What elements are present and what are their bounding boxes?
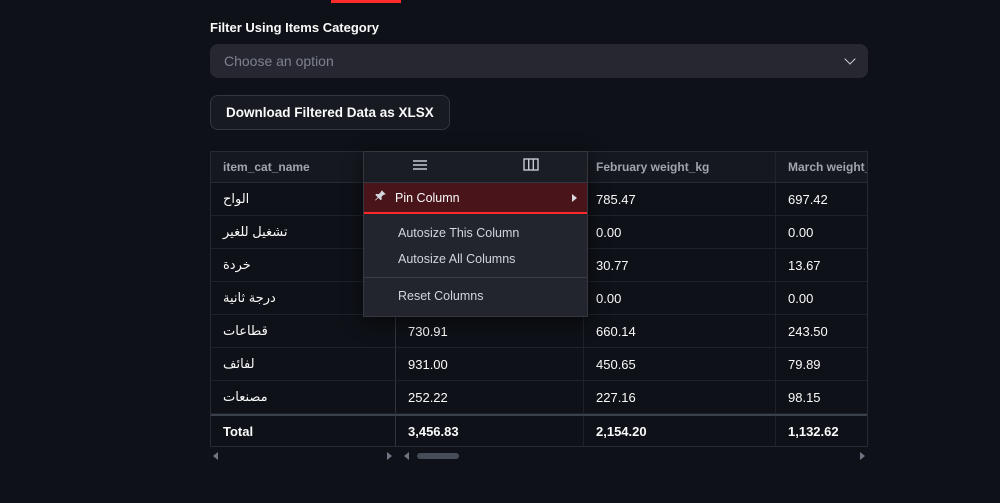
cell[interactable]: 79.89 <box>788 356 821 372</box>
cell[interactable]: 98.15 <box>788 389 821 405</box>
total-value: 3,456.83 <box>396 416 584 446</box>
total-label: Total <box>211 416 396 446</box>
chevron-down-icon <box>844 53 856 65</box>
cell[interactable]: لفائف <box>211 348 396 380</box>
filter-label: Filter Using Items Category <box>210 20 380 35</box>
cell[interactable]: 227.16 <box>584 381 776 413</box>
scroll-left-icon[interactable] <box>404 452 409 460</box>
menu-item-autosize-this-column[interactable]: Autosize This Column <box>398 226 520 240</box>
cell[interactable]: 13.67 <box>788 257 821 273</box>
scroll-left-icon[interactable] <box>213 452 218 460</box>
cell[interactable]: 730.91 <box>396 315 584 347</box>
columns-grid-icon <box>523 158 539 176</box>
menu-separator <box>364 277 587 278</box>
column-context-menu: Pin Column Autosize This Column Autosize… <box>363 151 588 317</box>
cell[interactable]: 0.00 <box>788 290 814 306</box>
column-header-february[interactable]: February weight_kg <box>584 152 776 182</box>
column-header-march[interactable]: March weight_kg <box>788 160 867 174</box>
context-menu-items: Autosize This Column Autosize All Column… <box>364 214 587 316</box>
cell[interactable]: 785.47 <box>584 183 776 215</box>
total-row: Total 3,456.83 2,154.20 1,132.62 <box>211 414 867 446</box>
cell[interactable]: 0.00 <box>584 282 776 314</box>
table-row[interactable]: قطاعات 730.91 660.14 243.50 <box>211 315 867 348</box>
menu-item-pin-column[interactable]: Pin Column <box>364 183 587 214</box>
cell[interactable]: 0.00 <box>584 216 776 248</box>
horizontal-scrollbars <box>210 449 868 463</box>
main-scrollbar[interactable] <box>401 449 868 463</box>
cell[interactable]: 243.50 <box>788 323 828 339</box>
cell[interactable]: 252.22 <box>396 381 584 413</box>
hamburger-menu-icon <box>412 158 428 176</box>
total-value: 1,132.62 <box>788 423 839 439</box>
cell[interactable]: قطاعات <box>211 315 396 347</box>
pinned-scrollbar[interactable] <box>210 449 395 463</box>
table-row[interactable]: مصنعات 252.22 227.16 98.15 <box>211 381 867 414</box>
submenu-caret-icon <box>572 193 577 202</box>
menu-item-autosize-all-columns[interactable]: Autosize All Columns <box>398 252 516 266</box>
cell[interactable]: 931.00 <box>396 348 584 380</box>
pushpin-icon <box>374 189 387 207</box>
scroll-right-icon[interactable] <box>860 452 865 460</box>
category-select[interactable]: Choose an option <box>210 44 868 78</box>
menu-item-label: Pin Column <box>395 190 460 205</box>
cell[interactable]: مصنعات <box>211 381 396 413</box>
context-menu-tabs <box>364 152 587 183</box>
data-grid: item_cat_name February weight_kg March w… <box>210 151 868 463</box>
cell[interactable]: 697.42 <box>788 191 828 207</box>
scroll-right-icon[interactable] <box>387 452 392 460</box>
table-row[interactable]: لفائف 931.00 450.65 79.89 <box>211 348 867 381</box>
download-xlsx-button[interactable]: Download Filtered Data as XLSX <box>210 95 450 130</box>
active-tab-indicator <box>331 0 401 3</box>
scrollbar-thumb[interactable] <box>417 453 459 459</box>
main-content: Filter Using Items Category Choose an op… <box>210 0 868 463</box>
tab-general-menu[interactable] <box>364 152 476 182</box>
select-placeholder: Choose an option <box>224 53 334 69</box>
cell[interactable]: 660.14 <box>584 315 776 347</box>
menu-item-reset-columns[interactable]: Reset Columns <box>398 289 484 303</box>
cell[interactable]: 30.77 <box>584 249 776 281</box>
tab-columns-menu[interactable] <box>476 152 588 182</box>
cell[interactable]: 0.00 <box>788 224 814 240</box>
total-value: 2,154.20 <box>584 416 776 446</box>
cell[interactable]: 450.65 <box>584 348 776 380</box>
